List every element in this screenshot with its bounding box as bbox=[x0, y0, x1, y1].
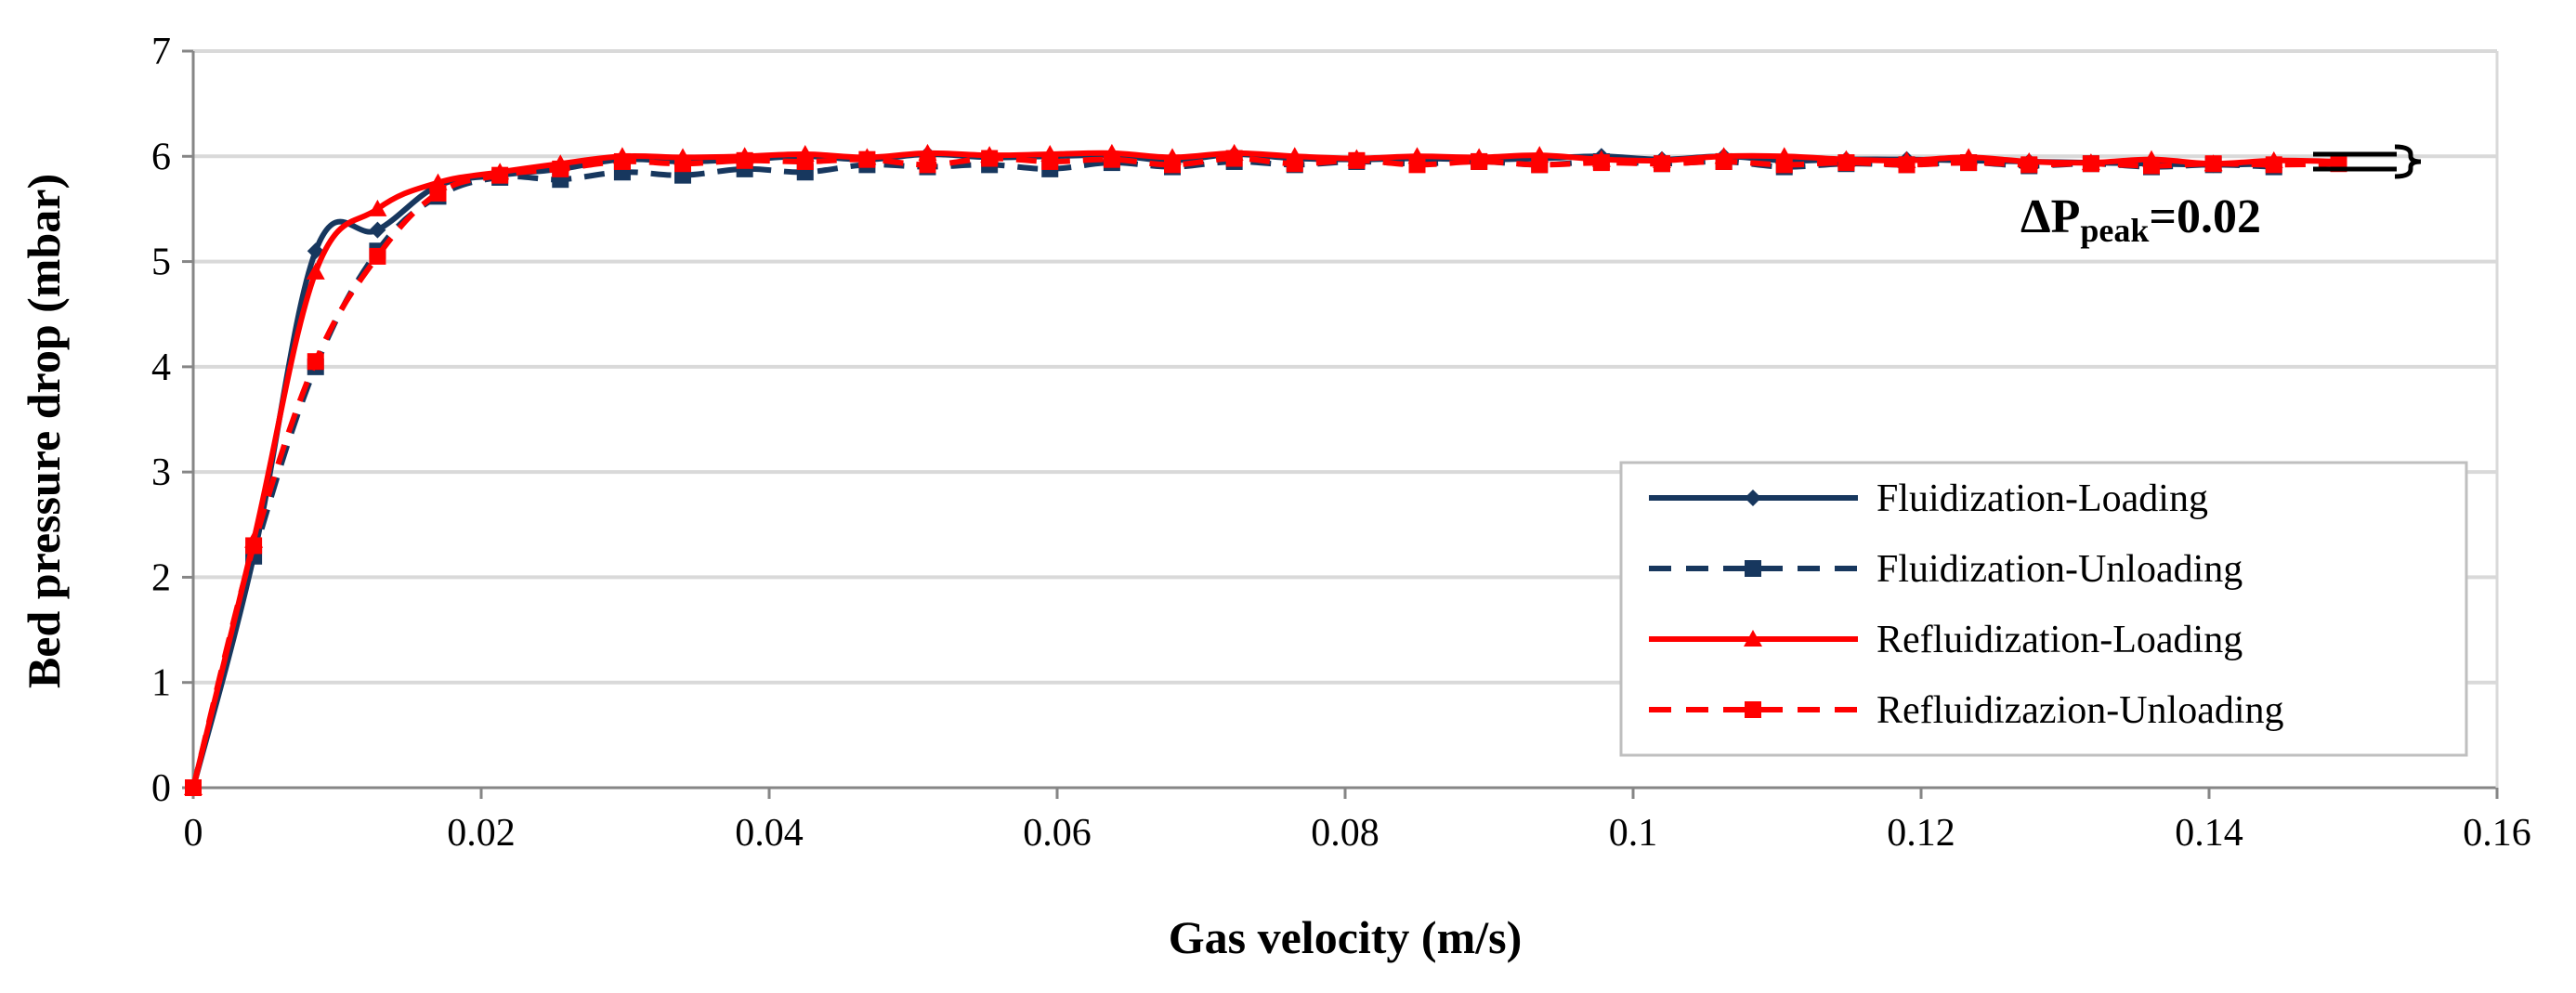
x-tick-label: 0.1 bbox=[1609, 812, 1658, 855]
legend-label: Refluidization-Loading bbox=[1876, 619, 2243, 661]
x-tick-label: 0.12 bbox=[1887, 812, 1955, 855]
data-point bbox=[2020, 156, 2038, 174]
legend: Fluidization-Loading Fluidization-Unloadi… bbox=[1619, 461, 2468, 757]
x-tick-labels: 0 0.02 0.04 0.06 0.08 0.1 0.12 0.14 0.16 bbox=[184, 812, 2531, 855]
legend-item: Fluidization-Loading bbox=[1649, 477, 2208, 520]
data-point bbox=[981, 150, 999, 167]
data-point bbox=[1960, 154, 1978, 172]
x-tick-label: 0.16 bbox=[2463, 812, 2531, 855]
legend-marker bbox=[1745, 560, 1761, 577]
data-point bbox=[2204, 155, 2222, 173]
x-tick-label: 0.08 bbox=[1311, 812, 1380, 855]
legend-label: Fluidization-Unloading bbox=[1876, 548, 2243, 591]
y-tick-label: 5 bbox=[151, 242, 171, 284]
data-point bbox=[185, 779, 202, 796]
annotation-background bbox=[2014, 184, 2354, 251]
peak-bracket bbox=[2313, 144, 2422, 179]
data-point bbox=[674, 155, 691, 173]
y-tick-label: 6 bbox=[151, 136, 171, 178]
data-point bbox=[369, 221, 386, 239]
data-point bbox=[2082, 155, 2099, 173]
data-point bbox=[1348, 151, 1366, 169]
series-line bbox=[190, 158, 2274, 789]
data-point bbox=[1103, 150, 1120, 168]
x-tick-label: 0 bbox=[184, 812, 203, 855]
legend-marker bbox=[1745, 701, 1761, 718]
x-tick-label: 0.06 bbox=[1023, 812, 1092, 855]
legend-label: Fluidization-Loading bbox=[1876, 477, 2208, 520]
data-point bbox=[306, 262, 325, 280]
data-point bbox=[552, 160, 569, 177]
legend-item: Refluidization-Loading bbox=[1649, 619, 2243, 661]
legend-label: Refluidizazion-Unloading bbox=[1876, 689, 2284, 732]
legend-marker bbox=[1745, 490, 1761, 506]
y-axis-title: Bed pressure drop (mbar) bbox=[18, 174, 70, 688]
data-point bbox=[736, 151, 753, 169]
data-point bbox=[245, 537, 263, 555]
legend-item: Fluidization-Unloading bbox=[1649, 548, 2243, 591]
x-axis-title: Gas velocity (m/s) bbox=[1169, 911, 1522, 963]
data-point bbox=[1775, 156, 1793, 174]
data-point bbox=[307, 353, 324, 371]
x-tick-label: 0.14 bbox=[2175, 812, 2243, 855]
data-point bbox=[491, 166, 509, 184]
x-tick-label: 0.02 bbox=[447, 812, 516, 855]
series-refluidizazion-unloading bbox=[185, 150, 2347, 796]
series-layer bbox=[184, 143, 2348, 796]
data-point bbox=[1654, 155, 1670, 173]
data-point bbox=[429, 184, 447, 202]
data-point bbox=[858, 150, 876, 168]
x-tick-label: 0.04 bbox=[735, 812, 804, 855]
y-tick-label: 3 bbox=[151, 451, 171, 494]
legend-marker bbox=[1744, 630, 1762, 647]
data-point bbox=[1225, 150, 1243, 167]
data-point bbox=[1471, 152, 1488, 170]
delta-p-peak-label: ΔPpeak=0.02 bbox=[2020, 190, 2261, 249]
y-tick-label: 4 bbox=[151, 346, 171, 389]
data-point bbox=[1286, 155, 1303, 173]
data-point bbox=[2265, 156, 2282, 174]
data-point bbox=[1715, 152, 1733, 170]
y-tick-label: 0 bbox=[151, 767, 171, 810]
data-point bbox=[613, 152, 631, 170]
data-point bbox=[1592, 154, 1610, 172]
data-point bbox=[369, 247, 386, 265]
data-point bbox=[1531, 156, 1549, 174]
data-point bbox=[919, 156, 936, 174]
y-tick-labels: 0 1 2 3 4 5 6 7 bbox=[151, 31, 171, 810]
axes bbox=[182, 49, 2499, 799]
y-tick-label: 7 bbox=[151, 31, 171, 73]
data-point bbox=[1898, 156, 1916, 174]
y-tick-label: 2 bbox=[151, 556, 171, 599]
data-point bbox=[1408, 156, 1426, 174]
data-point bbox=[1041, 152, 1059, 170]
data-point bbox=[368, 199, 387, 216]
legend-box bbox=[1619, 461, 2468, 757]
y-tick-label: 1 bbox=[151, 662, 171, 705]
data-point bbox=[1164, 156, 1181, 174]
data-point bbox=[1837, 154, 1855, 172]
data-point bbox=[796, 152, 814, 170]
data-point bbox=[2143, 157, 2160, 175]
legend-item: Refluidizazion-Unloading bbox=[1649, 689, 2284, 732]
